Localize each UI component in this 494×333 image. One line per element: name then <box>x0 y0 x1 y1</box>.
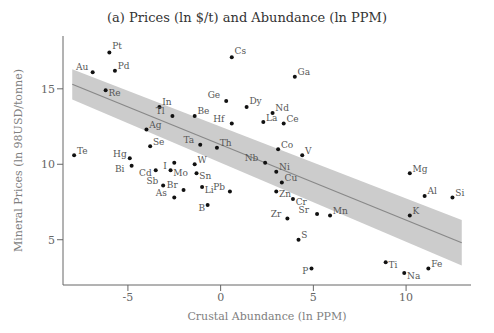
svg-text:Ta: Ta <box>184 135 195 145</box>
svg-text:Cu: Cu <box>285 173 298 183</box>
svg-text:5: 5 <box>48 234 55 247</box>
svg-text:Fe: Fe <box>431 259 442 269</box>
svg-text:Zr: Zr <box>271 209 282 219</box>
svg-text:Li: Li <box>204 184 214 195</box>
svg-text:Cs: Cs <box>235 46 247 56</box>
html-text:(a) Prices (ln $/t) and Abunda: (a) Prices (ln $/t) and Abundance (ln PP… <box>107 10 387 25</box>
svg-text:S: S <box>301 230 307 240</box>
svg-text:Au: Au <box>75 62 88 72</box>
svg-text:B: B <box>198 203 205 213</box>
svg-text:Tl: Tl <box>156 106 165 116</box>
svg-text:Nd: Nd <box>275 103 289 113</box>
svg-text:Ti: Ti <box>388 260 397 270</box>
svg-text:15: 15 <box>41 83 55 96</box>
svg-text:Crustal Abundance (ln PPM): Crustal Abundance (ln PPM) <box>187 310 346 323</box>
svg-text:Al: Al <box>426 186 436 196</box>
svg-text:Ge: Ge <box>208 90 221 100</box>
svg-text:Ce: Ce <box>286 114 298 124</box>
svg-text:Mn: Mn <box>333 206 348 216</box>
svg-text:Cd: Cd <box>139 168 152 179</box>
svg-text:10: 10 <box>41 158 55 171</box>
svg-text:-5: -5 <box>123 291 134 304</box>
svg-text:La: La <box>266 113 278 123</box>
svg-text:Te: Te <box>77 146 88 156</box>
svg-text:Pb: Pb <box>213 182 225 192</box>
svg-text:Zn: Zn <box>279 189 291 199</box>
svg-text:I: I <box>163 161 167 171</box>
svg-text:Bi: Bi <box>115 164 125 174</box>
svg-text:Mineral Prices (ln 98USD/tonne: Mineral Prices (ln 98USD/tonne) <box>12 69 25 252</box>
svg-text:Ni: Ni <box>279 162 290 172</box>
svg-text:Pt: Pt <box>112 41 122 51</box>
svg-text:Br: Br <box>167 180 179 190</box>
svg-text:Se: Se <box>153 137 165 147</box>
svg-text:Na: Na <box>407 271 421 281</box>
svg-text:Si: Si <box>455 188 464 198</box>
svg-text:W: W <box>197 155 207 165</box>
svg-text:In: In <box>162 97 172 108</box>
svg-text:As: As <box>155 188 167 198</box>
svg-text:Ga: Ga <box>298 67 311 77</box>
svg-text:Be: Be <box>197 106 209 116</box>
svg-text:Mg: Mg <box>413 164 428 174</box>
svg-text:Nb: Nb <box>245 153 259 163</box>
svg-text:K: K <box>413 206 420 216</box>
svg-text:Re: Re <box>108 88 120 98</box>
svg-text:Sr: Sr <box>299 205 310 215</box>
svg-text:5: 5 <box>310 291 317 304</box>
svg-text:Ag: Ag <box>148 120 161 130</box>
svg-text:10: 10 <box>399 291 413 304</box>
svg-text:Dy: Dy <box>249 96 262 106</box>
svg-text:Mo: Mo <box>173 168 188 178</box>
svg-text:Hg: Hg <box>113 149 127 159</box>
svg-text:Sn: Sn <box>199 171 211 181</box>
svg-text:Cr: Cr <box>295 197 307 207</box>
svg-text:P: P <box>302 266 308 276</box>
svg-text:Sb: Sb <box>146 176 158 186</box>
svg-text:0: 0 <box>217 291 224 304</box>
svg-text:Co: Co <box>281 140 293 150</box>
svg-text:Hf: Hf <box>213 114 225 124</box>
svg-text:Pd: Pd <box>118 61 130 71</box>
svg-text:Th: Th <box>220 138 232 148</box>
svg-text:V: V <box>304 146 312 156</box>
